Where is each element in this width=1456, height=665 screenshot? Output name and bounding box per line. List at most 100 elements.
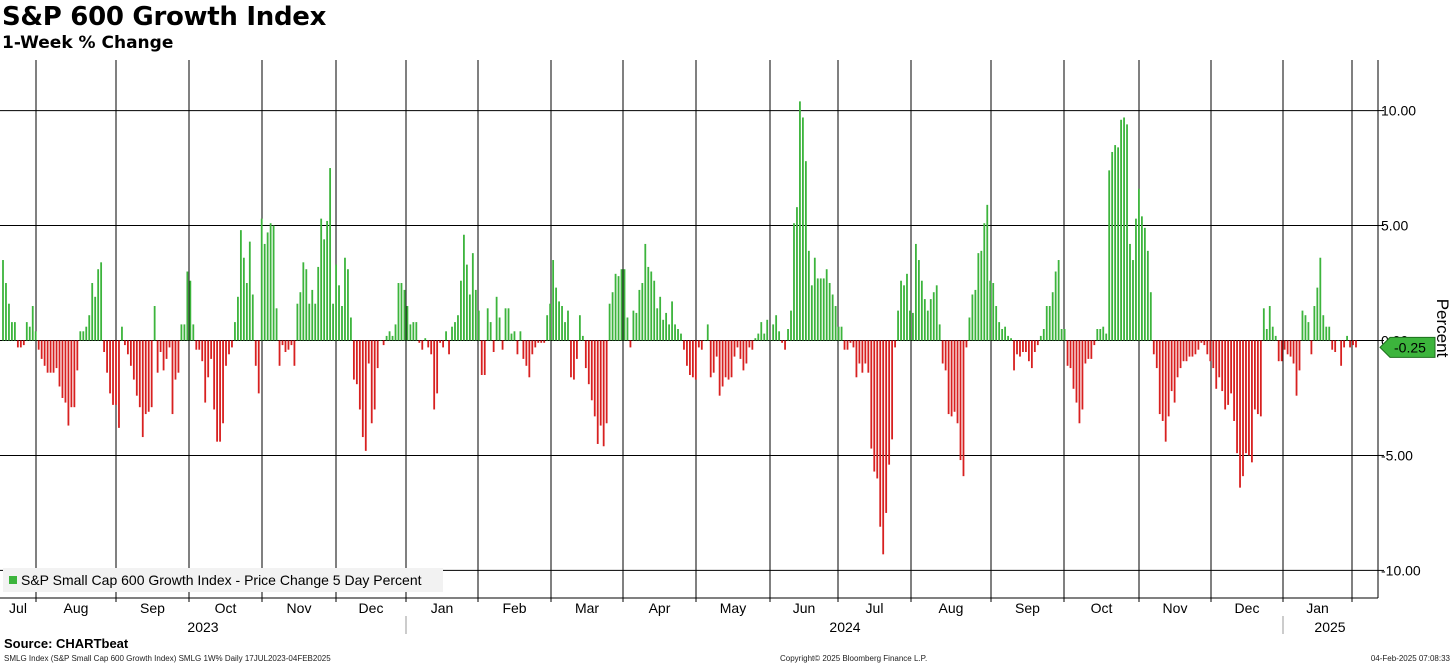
bar: [13, 322, 16, 341]
bar: [338, 285, 340, 341]
bar: [1248, 340, 1250, 456]
bar: [465, 264, 468, 341]
bar: [1069, 340, 1072, 369]
bar: [1259, 340, 1262, 417]
bar: [578, 315, 581, 341]
bar: [662, 319, 665, 341]
bar: [287, 340, 290, 350]
bar: [712, 340, 715, 373]
bar: [638, 289, 641, 341]
bar: [448, 340, 450, 355]
bar: [391, 335, 394, 341]
bar: [332, 303, 334, 341]
bar: [275, 308, 278, 341]
bar: [980, 250, 983, 341]
bar: [1010, 338, 1012, 341]
bar: [317, 266, 320, 341]
bar: [906, 273, 908, 341]
bar: [680, 333, 682, 341]
bar: [225, 340, 227, 366]
bar: [540, 340, 543, 343]
bar: [858, 340, 861, 364]
y-tick-label: -10.00: [1381, 562, 1421, 578]
bar: [141, 340, 144, 438]
bar: [115, 340, 117, 405]
x-month-label: Sep: [1015, 600, 1040, 616]
bar: [132, 340, 135, 380]
bar: [721, 340, 724, 387]
bar: [1206, 340, 1209, 355]
bar: [659, 296, 662, 341]
x-month-label: Nov: [1163, 600, 1188, 616]
bar: [1176, 340, 1179, 378]
bar: [1268, 306, 1271, 341]
bar: [1123, 117, 1125, 341]
bar: [213, 340, 216, 410]
x-month-label: Jul: [866, 600, 884, 616]
bar: [587, 340, 590, 385]
bar: [1286, 340, 1289, 355]
bar: [501, 340, 504, 350]
bar: [1245, 340, 1247, 454]
bar: [358, 340, 361, 410]
bar: [43, 340, 46, 366]
bar: [926, 310, 929, 341]
bar: [364, 340, 367, 451]
bar: [635, 312, 638, 341]
bar: [308, 303, 311, 341]
bar: [118, 340, 120, 428]
bar: [992, 283, 995, 341]
bar: [489, 322, 492, 341]
bar: [430, 340, 433, 355]
bar: [180, 324, 183, 341]
bar: [763, 333, 766, 341]
bar: [867, 340, 870, 373]
bar: [555, 287, 557, 341]
bar: [915, 243, 917, 341]
bar: [617, 276, 620, 341]
bar: [418, 340, 421, 343]
bar: [736, 340, 739, 348]
bar: [73, 340, 76, 408]
bar: [109, 340, 111, 394]
bar: [1254, 340, 1256, 410]
bar: [198, 340, 201, 350]
bar: [665, 312, 668, 341]
bar: [1149, 292, 1152, 341]
x-month-label: Jun: [793, 600, 816, 616]
bar: [769, 340, 772, 341]
bar: [1057, 260, 1060, 341]
bar: [284, 340, 287, 352]
bar: [106, 340, 108, 373]
bar: [228, 340, 230, 355]
bar: [1316, 287, 1319, 341]
bar: [831, 294, 834, 341]
bar: [388, 331, 391, 341]
y-tick-label: -5.00: [1381, 447, 1413, 463]
bar: [909, 310, 911, 341]
bar: [427, 340, 430, 348]
bar-series: [2, 101, 1357, 555]
bar: [82, 331, 85, 341]
bar: [1334, 340, 1337, 352]
bar: [201, 340, 204, 362]
bar: [1028, 340, 1030, 362]
bar: [1271, 326, 1274, 341]
bar: [1117, 147, 1120, 341]
bar: [186, 271, 189, 341]
bar: [245, 283, 248, 341]
bar: [100, 262, 103, 341]
bar: [1325, 326, 1328, 341]
bar: [40, 340, 43, 359]
bar: [1042, 329, 1045, 341]
bar: [608, 303, 611, 341]
bar: [231, 340, 233, 348]
bar: [311, 289, 314, 341]
bar: [1045, 306, 1048, 341]
bar: [986, 204, 989, 341]
bar: [31, 306, 34, 341]
bar: [463, 234, 465, 341]
x-year-label: 2025: [1314, 619, 1345, 635]
bar: [1313, 306, 1316, 341]
bar: [1292, 340, 1295, 364]
